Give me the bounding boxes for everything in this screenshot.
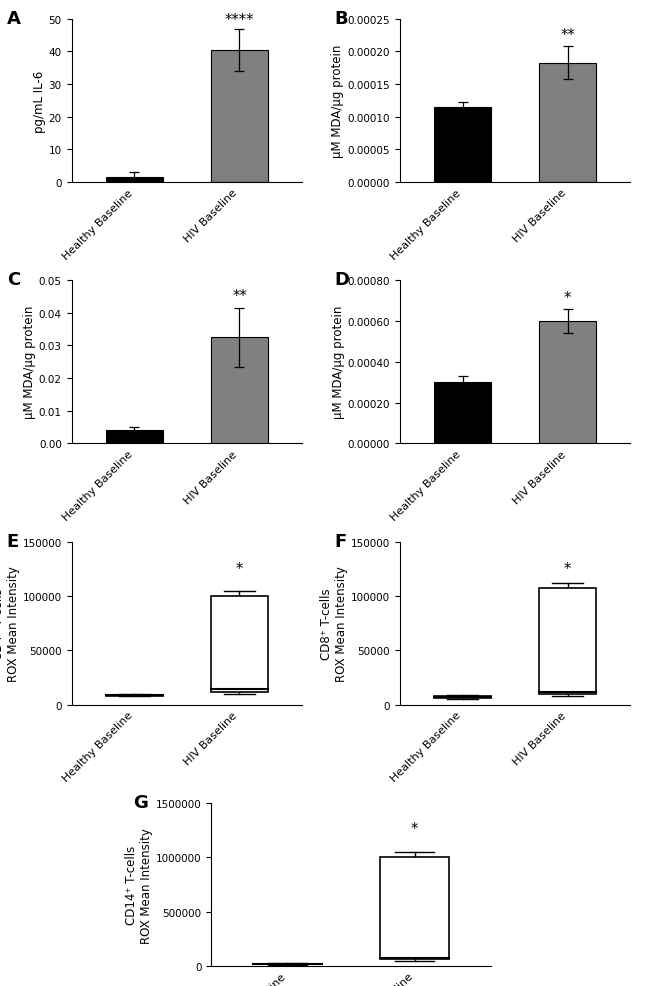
Text: *: * (564, 562, 571, 577)
Text: D: D (335, 271, 350, 289)
Text: ****: **** (225, 13, 254, 28)
Bar (211, 597, 268, 692)
Text: B: B (335, 10, 348, 28)
Bar (211, 338, 268, 444)
Text: E: E (6, 532, 19, 550)
Text: F: F (335, 532, 347, 550)
Y-axis label: μM MDA/μg protein: μM MDA/μg protein (332, 306, 344, 419)
Bar (211, 50, 268, 183)
Text: A: A (6, 10, 21, 28)
Text: **: ** (232, 289, 247, 304)
Text: *: * (564, 290, 571, 306)
Bar (539, 589, 597, 694)
Bar (539, 321, 597, 444)
Text: C: C (6, 271, 20, 289)
Y-axis label: CD4⁺ T-cells
ROX Mean Intensity: CD4⁺ T-cells ROX Mean Intensity (0, 566, 20, 681)
Bar (434, 696, 491, 699)
Bar (105, 431, 163, 444)
Bar (434, 107, 491, 183)
Bar (105, 178, 163, 183)
Y-axis label: pg/mL IL-6: pg/mL IL-6 (33, 70, 46, 132)
Text: *: * (411, 820, 418, 836)
Y-axis label: CD14⁺ T-cells
ROX Mean Intensity: CD14⁺ T-cells ROX Mean Intensity (125, 827, 153, 943)
Bar (434, 383, 491, 444)
Y-axis label: CD8⁺ T-cells
ROX Mean Intensity: CD8⁺ T-cells ROX Mean Intensity (320, 566, 348, 681)
Y-axis label: μM MDA/μg protein: μM MDA/μg protein (332, 44, 344, 158)
Bar (380, 858, 449, 959)
Bar (105, 695, 163, 696)
Y-axis label: μM MDA/μg protein: μM MDA/μg protein (23, 306, 36, 419)
Text: **: ** (560, 28, 575, 42)
Text: *: * (236, 562, 243, 577)
Text: G: G (133, 794, 148, 811)
Bar (539, 63, 597, 183)
